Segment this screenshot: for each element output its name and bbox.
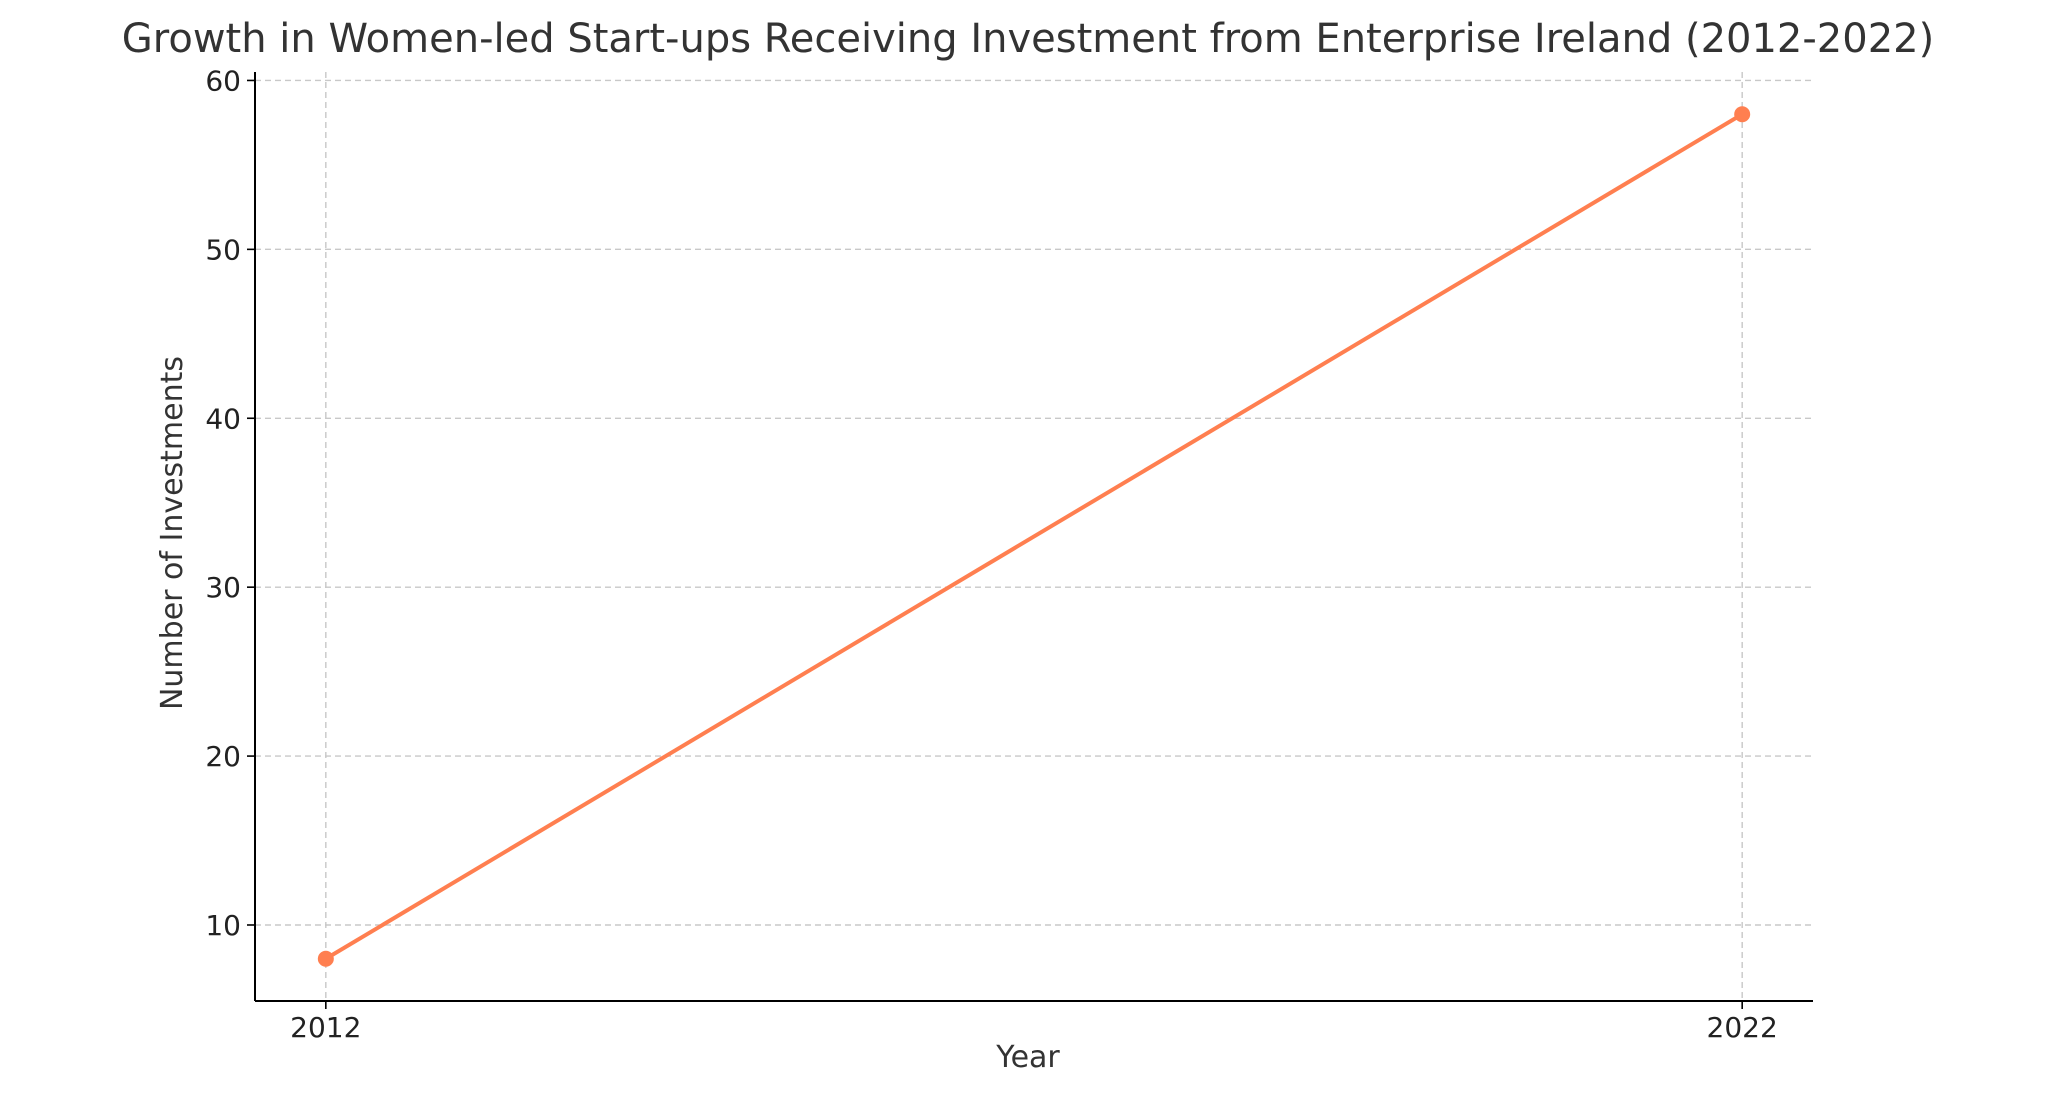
grid [255,72,1813,1001]
y-tick-label: 30 [205,571,241,604]
data-point [1734,106,1751,123]
y-tick-label: 40 [205,402,241,435]
y-tick-label: 20 [205,740,241,773]
series-line [324,112,1744,961]
ticks: 10 20 30 40 50 60 2012 2022 [205,64,1777,1044]
y-tick-label: 10 [205,909,241,942]
x-tick-label: 2012 [290,1011,361,1044]
chart-title: Growth in Women-led Start-ups Receiving … [122,16,1934,62]
data-point [317,950,334,967]
y-axis-label: Number of Investments [155,356,190,710]
y-tick-label: 50 [205,233,241,266]
y-tick-label: 60 [205,64,241,97]
x-tick-label: 2022 [1707,1011,1778,1044]
x-axis-label: Year [995,1040,1060,1075]
series-layer [317,106,1751,967]
axes [254,72,1813,1002]
